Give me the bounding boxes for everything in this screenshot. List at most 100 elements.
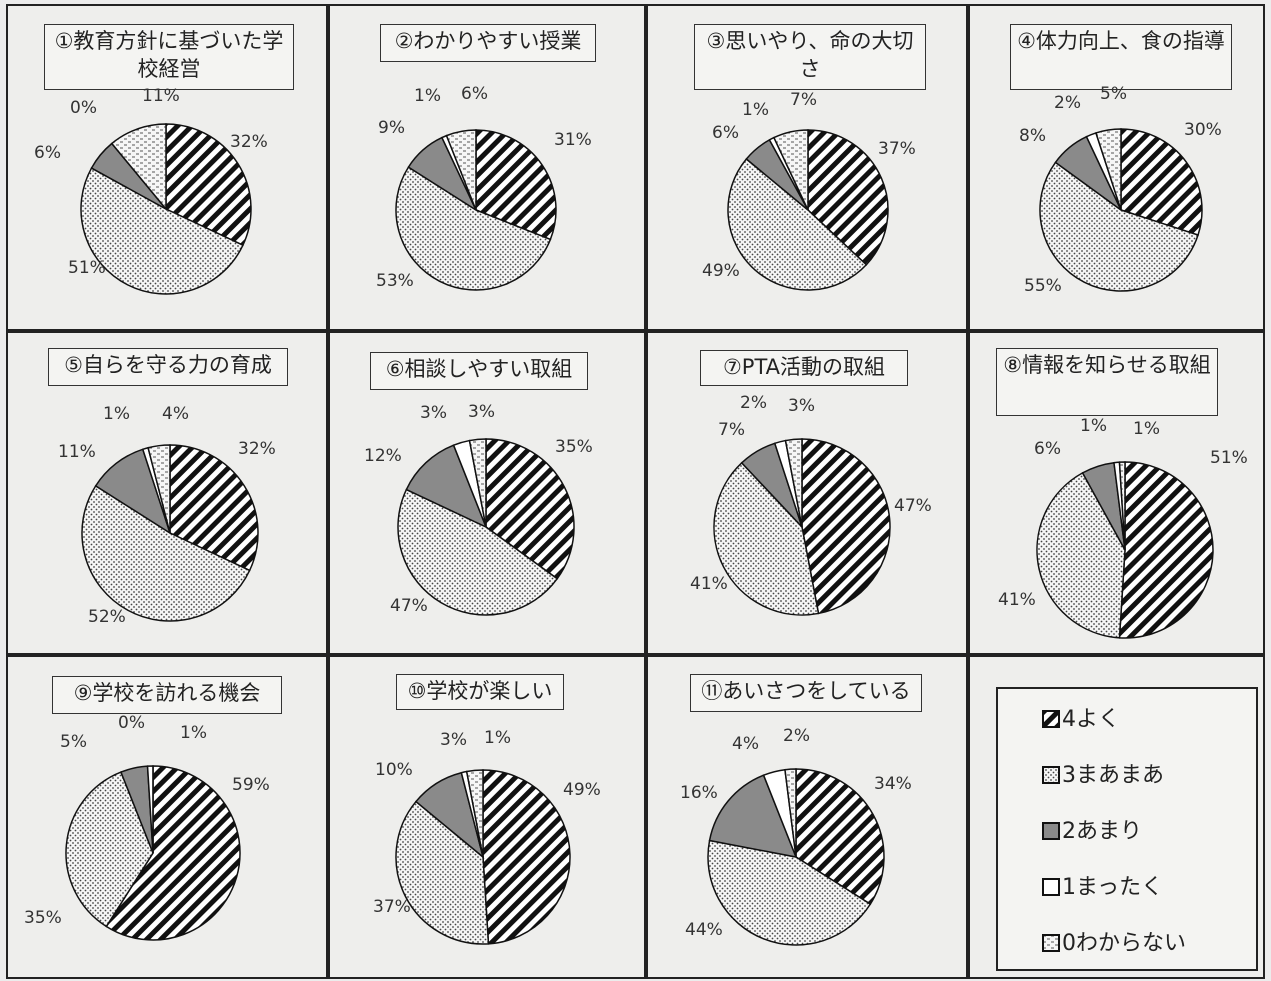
chart-title: ⑪あいさつをしている [690,674,922,712]
data-label: 31% [554,130,592,150]
data-label: 1% [484,728,511,748]
data-label: 4% [732,734,759,754]
data-label: 12% [364,446,402,466]
data-label: 2% [1054,93,1081,113]
data-label: 59% [232,775,270,795]
pie-chart [713,438,891,616]
pie-chart [1036,461,1214,639]
data-label: 0% [70,98,97,118]
pie-slice-dash [784,438,803,528]
legend-swatch-dash-icon [1042,934,1060,952]
pie-slice-hatch [807,129,889,266]
data-label: 37% [878,139,916,159]
data-label: 3% [420,403,447,423]
pie-slice-dots [395,800,490,945]
legend-swatch-dots-icon [1042,766,1060,784]
legend: 4よく 3まあまあ 2あまり 1まったく 0わからない [996,687,1258,971]
data-label: 1% [180,723,207,743]
data-label: 51% [68,258,106,278]
pie-chart [1039,128,1203,292]
data-label: 52% [88,607,126,627]
data-label: 10% [375,760,413,780]
data-label: 8% [1019,126,1046,146]
pie-slice-hatch [475,129,557,241]
data-label: 3% [440,730,467,750]
data-label: 1% [103,404,130,424]
pie-slice-dash [1095,128,1122,211]
pie-slice-dots [713,461,820,616]
legend-label: 0わからない [1062,931,1186,956]
legend-label: 3まあまあ [1062,763,1164,788]
pie-slice-dots [80,167,244,295]
chart-title: ⑨学校を訪れる機会 [52,676,282,714]
data-label: 6% [34,143,61,163]
pie-slice-hatch [801,438,891,615]
legend-swatch-hatch-icon [1042,710,1060,728]
pie-slice-dots [81,484,251,622]
data-label: 6% [461,84,488,104]
pie-chart [81,444,259,622]
pie-slice-dots [727,157,868,291]
chart-title: ③思いやり、命の大切さ [694,24,926,90]
data-label: 47% [390,596,428,616]
legend-item-4: 4よく [1042,705,1120,735]
pie-slice-dots [1036,471,1126,639]
data-label: 0% [118,713,145,733]
data-label: 1% [1133,419,1160,439]
pie-slice-dash [772,129,809,211]
legend-swatch-gray-icon [1042,822,1060,840]
pie-slice-hatch [485,438,575,580]
pie-slice-gray [708,774,798,858]
chart-title: ②わかりやすい授業 [380,24,596,62]
pie-slice-dots [1039,161,1199,292]
data-label: 37% [373,897,411,917]
pie-slice-hatch [1118,461,1214,639]
chart-title: ⑩学校が楽しい [396,674,564,710]
pie-slice-dash [1118,461,1126,551]
data-label: 2% [740,393,767,413]
chart-title: ⑥相談しやすい取組 [370,352,588,390]
data-label: 2% [783,726,810,746]
legend-label: 2あまり [1062,819,1142,844]
data-label: 1% [1080,416,1107,436]
legend-label: 4よく [1062,707,1120,732]
chart-title: ⑦PTA活動の取組 [700,350,908,386]
pie-slice-dash [110,123,167,212]
data-label: 7% [718,420,745,440]
data-label: 6% [712,123,739,143]
data-label: 49% [702,261,740,281]
chart-title: ④体力向上、食の指導 [1010,24,1232,90]
pie-slice-dots [707,839,872,946]
pie-slice-dots [395,166,552,291]
pie-slice-hatch [169,444,259,572]
pie-chart [395,769,571,945]
data-label: 51% [1210,448,1248,468]
chart-title: ①教育方針に基づいた学校経営 [44,24,294,90]
pie-slice-dash [465,769,484,858]
data-label: 11% [58,442,96,462]
data-label: 4% [162,404,189,424]
legend-label: 1まったく [1062,875,1164,900]
data-label: 41% [998,590,1036,610]
data-label: 5% [60,732,87,752]
legend-swatch-white-icon [1042,878,1060,896]
data-label: 32% [238,439,276,459]
data-label: 55% [1024,276,1062,296]
data-label: 30% [1184,120,1222,140]
data-label: 47% [894,496,932,516]
pie-slice-dash [468,438,487,528]
data-label: 3% [788,396,815,416]
legend-item-0: 0わからない [1042,929,1186,959]
legend-item-2: 2あまり [1042,817,1142,847]
data-label: 1% [414,86,441,106]
data-label: 32% [230,132,268,152]
data-label: 35% [24,908,62,928]
pie-chart [65,765,241,941]
data-label: 3% [468,402,495,422]
pie-slice-dots [397,488,559,616]
pie-chart [397,438,575,616]
data-label: 53% [376,271,414,291]
pie-slice-hatch [105,765,241,941]
pie-chart [80,123,252,295]
